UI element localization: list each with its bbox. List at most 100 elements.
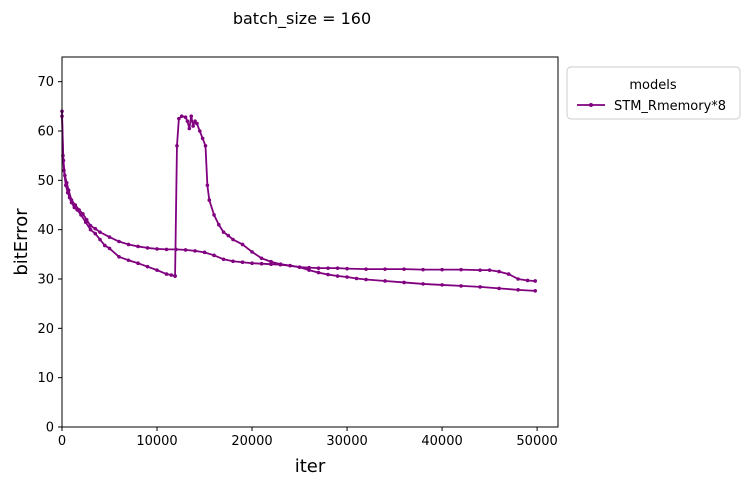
data-point: [307, 265, 311, 270]
data-point: [117, 254, 121, 259]
data-point: [202, 250, 207, 255]
x-tick-label: 40000: [421, 434, 462, 449]
data-point: [326, 266, 330, 270]
data-point: [288, 263, 292, 268]
legend-box: [566, 66, 741, 120]
data-point: [66, 188, 71, 192]
data-point: [174, 247, 178, 252]
data-point: [73, 203, 78, 207]
data-point: [177, 116, 181, 121]
data-point: [240, 242, 245, 247]
data-point: [383, 267, 387, 271]
data-point: [478, 285, 482, 289]
data-point: [533, 279, 537, 283]
data-point: [269, 262, 273, 267]
data-point: [478, 268, 482, 272]
data-point: [93, 226, 98, 231]
plot-area-frame: [61, 56, 559, 428]
legend-title: models: [629, 78, 676, 93]
y-tick-label: 40: [37, 223, 54, 238]
y-axis-label: bitError: [11, 208, 32, 276]
x-axis-label: iter: [295, 456, 326, 477]
chart-title: batch_size = 160: [233, 9, 371, 29]
y-tick-label: 60: [37, 125, 54, 140]
data-point: [61, 158, 66, 163]
y-axis: 0 10 20 30 40 50 60 70: [37, 75, 62, 436]
data-point: [169, 273, 174, 277]
data-point: [326, 272, 330, 277]
data-point: [145, 246, 150, 250]
data-point: [231, 237, 235, 242]
data-point: [155, 247, 159, 251]
data-point: [205, 183, 210, 188]
y-tick-label: 0: [46, 421, 54, 436]
data-point: [269, 259, 273, 264]
data-point: [203, 144, 208, 148]
data-point: [195, 121, 199, 126]
data-point: [250, 250, 254, 254]
x-tick-label: 30000: [326, 434, 367, 449]
data-point: [221, 257, 226, 262]
data-point: [107, 246, 112, 251]
data-point: [88, 227, 93, 232]
data-point: [102, 243, 107, 248]
data-point: [440, 267, 444, 272]
x-tick-label: 20000: [231, 434, 272, 449]
data-point: [212, 253, 216, 258]
data-point: [173, 274, 177, 278]
x-tick-label: 0: [58, 434, 66, 449]
data-point: [316, 270, 321, 275]
data-point: [136, 244, 140, 249]
data-point: [487, 268, 492, 272]
data-point: [77, 208, 81, 212]
y-tick-label: 50: [37, 174, 54, 189]
data-point: [84, 218, 89, 222]
data-point: [191, 124, 195, 128]
plot-marks: [60, 109, 537, 293]
data-point: [307, 268, 311, 272]
data-point: [88, 223, 93, 228]
data-point: [64, 181, 69, 185]
data-point: [497, 286, 501, 291]
data-point: [402, 267, 406, 271]
x-axis: 0 10000 20000 30000 40000 50000: [58, 427, 558, 449]
data-point: [278, 262, 283, 267]
data-point: [533, 289, 537, 293]
data-point: [316, 266, 321, 270]
data-point: [459, 284, 463, 288]
data-point: [364, 267, 368, 271]
data-point: [107, 235, 112, 239]
data-point: [126, 258, 131, 263]
legend: models STM_Rmemory*8: [566, 66, 741, 120]
data-point: [183, 248, 188, 252]
data-point: [164, 247, 169, 252]
data-point: [335, 266, 340, 270]
data-point: [193, 119, 197, 123]
data-point: [183, 115, 188, 119]
data-point: [335, 274, 340, 278]
legend-entry-label: STM_Rmemory*8: [614, 99, 726, 114]
y-tick-label: 20: [37, 322, 54, 337]
data-point: [459, 267, 463, 272]
data-point: [81, 212, 85, 216]
data-point: [516, 277, 520, 281]
data-point: [259, 261, 264, 266]
data-point: [93, 231, 98, 236]
data-point: [421, 267, 425, 272]
data-point: [231, 259, 235, 264]
data-point: [525, 278, 530, 283]
data-point: [98, 237, 102, 242]
data-point: [179, 114, 184, 118]
data-point: [200, 136, 205, 141]
data-point: [240, 260, 245, 265]
data-point: [164, 272, 169, 276]
y-tick-label: 30: [37, 273, 54, 288]
legend-marker-swatch: [589, 103, 593, 107]
data-point: [212, 213, 216, 217]
data-point: [207, 198, 212, 202]
data-point: [297, 265, 302, 269]
data-point: [354, 276, 359, 281]
y-tick-label: 10: [37, 371, 54, 386]
data-point: [440, 283, 444, 287]
